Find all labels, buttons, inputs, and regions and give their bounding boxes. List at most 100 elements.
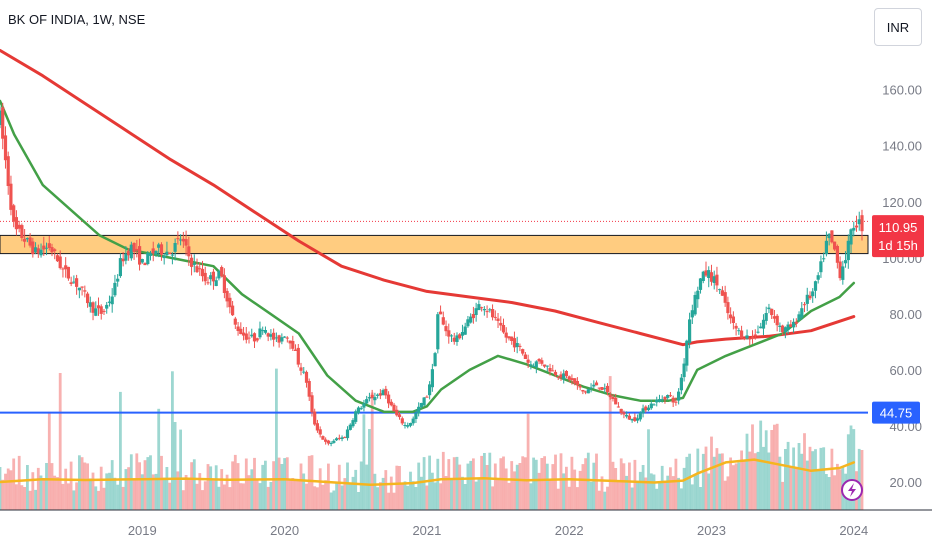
volume-bar bbox=[184, 475, 188, 510]
volume-bar bbox=[376, 487, 379, 510]
candle-body bbox=[397, 414, 402, 418]
candle-body bbox=[83, 290, 87, 292]
volume-bar bbox=[690, 484, 694, 510]
candle-body bbox=[247, 337, 251, 339]
candle-body bbox=[729, 314, 733, 319]
volume-bar bbox=[534, 459, 538, 510]
volume-bar bbox=[628, 462, 631, 510]
volume-bar bbox=[80, 457, 84, 510]
volume-bar bbox=[99, 466, 103, 510]
volume-bar bbox=[808, 446, 812, 510]
volume-bar bbox=[135, 453, 139, 510]
volume-bar bbox=[660, 465, 664, 510]
volume-bar bbox=[105, 473, 109, 510]
indicator-layer bbox=[0, 48, 856, 487]
candle-body bbox=[42, 245, 46, 250]
volume-bar bbox=[827, 477, 831, 510]
candle-body bbox=[220, 267, 224, 277]
candle-body bbox=[272, 332, 276, 340]
candle-body bbox=[124, 253, 128, 261]
volume-bar bbox=[775, 423, 779, 510]
volume-bar bbox=[395, 465, 399, 510]
candle-body bbox=[600, 387, 604, 390]
volume-bar bbox=[4, 473, 7, 510]
volume-bar bbox=[439, 483, 442, 510]
candle-body bbox=[567, 376, 571, 380]
volume-bar bbox=[860, 450, 864, 510]
candle-body bbox=[482, 309, 486, 311]
volume-bar bbox=[488, 452, 492, 510]
volume-bar bbox=[209, 466, 213, 510]
volume-bar bbox=[715, 448, 719, 510]
volume-bar bbox=[409, 471, 412, 510]
candle-body bbox=[827, 233, 831, 239]
candle-body bbox=[452, 337, 456, 342]
candle-body bbox=[315, 423, 319, 431]
volume-bar bbox=[236, 463, 240, 510]
volume-bar bbox=[425, 485, 429, 510]
volume-bar bbox=[455, 456, 459, 510]
volume-bar bbox=[212, 480, 215, 510]
volume-bar bbox=[277, 457, 281, 510]
candle-body bbox=[510, 336, 514, 341]
candle-body bbox=[797, 314, 801, 321]
volume-bar bbox=[507, 482, 511, 510]
volume-bar bbox=[846, 434, 850, 510]
ma-long-line bbox=[0, 48, 856, 347]
candle-body bbox=[228, 297, 232, 308]
volume-bar bbox=[124, 469, 128, 510]
volume-bar bbox=[214, 465, 218, 510]
candle-body bbox=[469, 316, 473, 323]
candle-body bbox=[822, 258, 826, 260]
volume-bar bbox=[181, 490, 185, 510]
candle-body bbox=[521, 349, 525, 354]
volume-bar bbox=[165, 467, 169, 510]
candle-body bbox=[324, 439, 328, 442]
volume-bar bbox=[548, 480, 552, 510]
candle-body bbox=[792, 321, 796, 328]
candle-body bbox=[307, 381, 311, 397]
candle-body bbox=[44, 247, 49, 249]
volume-bar bbox=[685, 456, 689, 510]
candle-body bbox=[611, 397, 615, 399]
volume-bar bbox=[510, 461, 514, 510]
volume-bar bbox=[56, 477, 59, 510]
volume-bar bbox=[619, 458, 623, 510]
candle-body bbox=[354, 411, 358, 422]
candle-body bbox=[176, 238, 180, 240]
volume-bar bbox=[340, 485, 344, 510]
candle-body bbox=[118, 258, 122, 277]
candle-body bbox=[477, 304, 481, 311]
candle-body bbox=[633, 417, 637, 421]
volume-bar bbox=[250, 469, 254, 510]
candle-body bbox=[414, 413, 418, 419]
volume-bar bbox=[69, 461, 73, 510]
candle-body bbox=[170, 254, 174, 256]
volume-bar bbox=[814, 449, 817, 510]
volume-bar bbox=[368, 429, 371, 510]
candle-body bbox=[805, 294, 809, 304]
volume-bar bbox=[258, 483, 262, 510]
volume-bar bbox=[529, 483, 533, 510]
volume-bar bbox=[12, 458, 16, 510]
volume-bar bbox=[515, 464, 519, 510]
candle-body bbox=[605, 385, 610, 393]
candle-body bbox=[507, 336, 511, 339]
volume-bar bbox=[406, 485, 410, 510]
volume-bar bbox=[578, 470, 582, 510]
currency-button[interactable]: INR bbox=[874, 8, 922, 46]
volume-bar bbox=[436, 458, 440, 510]
volume-bar bbox=[91, 472, 95, 510]
candle-body bbox=[326, 440, 330, 444]
volume-bar bbox=[280, 464, 284, 510]
candle-body bbox=[203, 272, 207, 282]
candle-body bbox=[455, 335, 459, 342]
candle-body bbox=[187, 246, 191, 257]
volume-bar bbox=[324, 480, 327, 510]
candle-body bbox=[285, 337, 289, 339]
support-price-value: 44.75 bbox=[880, 406, 913, 421]
candle-body bbox=[348, 424, 352, 430]
candle-body bbox=[241, 332, 246, 336]
volume-bar bbox=[400, 482, 404, 510]
